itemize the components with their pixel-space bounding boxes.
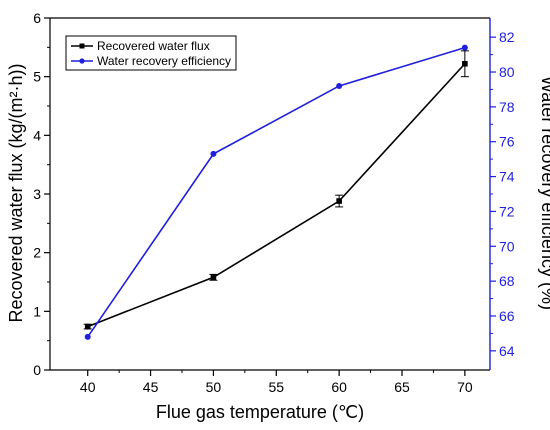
plot-frame bbox=[49, 17, 491, 371]
left-y-tick-label: 6 bbox=[33, 10, 41, 26]
x-tick-label: 55 bbox=[268, 379, 284, 395]
left-y-tick-label: 3 bbox=[33, 186, 41, 202]
efficiency-series-line bbox=[87, 46, 466, 338]
legend-marker-flux bbox=[79, 43, 85, 49]
left-y-tick-label: 4 bbox=[33, 127, 41, 143]
efficiency-point bbox=[336, 82, 343, 89]
left-y-tick-label: 2 bbox=[33, 245, 41, 261]
right-y-tick-label: 74 bbox=[499, 169, 515, 185]
right-y-tick-label: 80 bbox=[499, 64, 515, 80]
left-y-axis-title: Recovered water flux (kg/(m²·h)) bbox=[6, 63, 26, 322]
right-y-tick-label: 68 bbox=[499, 273, 515, 289]
efficiency-point bbox=[84, 333, 91, 340]
x-axis-title: Flue gas temperature (℃) bbox=[156, 402, 364, 422]
right-y-tick-label: 64 bbox=[499, 343, 515, 359]
flux-point bbox=[462, 60, 468, 67]
x-tick-label: 60 bbox=[331, 379, 347, 395]
axis-ticks: 40 45 50 55 60 65 7001234566466687072747678808… bbox=[33, 10, 515, 395]
flux-point bbox=[336, 198, 342, 204]
axis-titles: Flue gas temperature (℃) Recovered water… bbox=[6, 63, 550, 422]
legend-box bbox=[65, 35, 237, 71]
right-y-axis-title: Water recovery efficiency (%) bbox=[538, 76, 550, 310]
right-y-tick-label: 70 bbox=[499, 238, 515, 254]
x-tick-label: 50 bbox=[206, 379, 222, 395]
x-tick-label: 45 bbox=[143, 379, 159, 395]
flux-point bbox=[210, 274, 217, 281]
right-y-tick-label: 78 bbox=[499, 99, 515, 115]
x-tick-label: 40 bbox=[80, 379, 96, 395]
efficiency-point bbox=[210, 150, 217, 157]
legend-label-flux: Recovered water flux bbox=[97, 39, 210, 53]
left-y-tick-label: 1 bbox=[33, 303, 41, 319]
legend-marker-efficiency bbox=[79, 58, 85, 64]
right-y-tick-label: 66 bbox=[499, 308, 515, 324]
right-y-tick-label: 82 bbox=[499, 29, 515, 45]
flux-point bbox=[84, 323, 91, 330]
legend-label-efficiency: Water recovery efficiency bbox=[97, 54, 231, 68]
left-y-tick-label: 5 bbox=[33, 69, 41, 85]
x-tick-label: 70 bbox=[457, 379, 473, 395]
right-y-tick-label: 72 bbox=[499, 203, 515, 219]
efficiency-point bbox=[461, 44, 468, 51]
left-y-tick-label: 0 bbox=[33, 362, 41, 378]
flux-series-line bbox=[87, 63, 466, 328]
right-y-tick-label: 76 bbox=[499, 134, 515, 150]
data-series bbox=[83, 44, 469, 340]
x-tick-label: 65 bbox=[394, 379, 410, 395]
